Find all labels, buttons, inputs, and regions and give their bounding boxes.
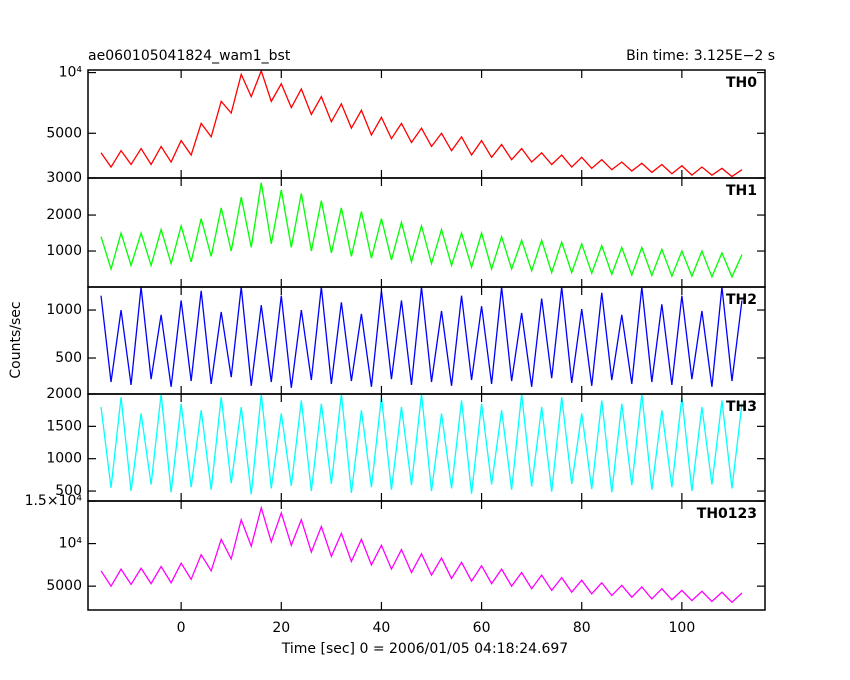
light-curve — [100, 70, 743, 178]
panel-label: TH0 — [726, 75, 757, 91]
y-tick-label: 2000 — [46, 386, 82, 402]
x-tick-label: 20 — [272, 620, 290, 636]
panel-label: TH2 — [726, 292, 757, 308]
light-curve — [100, 287, 743, 388]
x-tick-label: 100 — [669, 620, 696, 636]
bin-time: Bin time: 3.125E−2 s — [626, 48, 775, 64]
y-tick-label: 500 — [55, 483, 82, 499]
y-tick-label: 1000 — [46, 243, 82, 259]
y-tick-label: 5000 — [46, 578, 82, 594]
x-tick-label: 60 — [473, 620, 491, 636]
y-tick-label: 10⁴ — [59, 65, 83, 81]
light-curve — [100, 182, 743, 279]
panel-label: TH1 — [726, 183, 757, 199]
panel-label: TH3 — [726, 399, 757, 415]
x-tick-label: 80 — [573, 620, 591, 636]
y-tick-label: 1.5×10⁴ — [25, 493, 83, 509]
y-tick-label: 500 — [55, 350, 82, 366]
panel-frame — [87, 69, 766, 179]
y-tick-label: 2000 — [46, 207, 82, 223]
y-tick-label: 3000 — [46, 170, 82, 186]
chart-title: ae060105041824_wam1_bst — [88, 48, 291, 64]
y-tick-label: 1000 — [46, 451, 82, 467]
panel-label: TH0123 — [697, 506, 757, 522]
x-tick-label: 0 — [177, 620, 186, 636]
y-tick-label: 1000 — [46, 302, 82, 318]
panel-frame — [87, 177, 766, 288]
light-curve — [100, 505, 743, 604]
y-axis-label: Counts/sec — [8, 301, 24, 378]
y-tick-label: 5000 — [46, 125, 82, 141]
y-tick-label: 1500 — [46, 418, 82, 434]
x-axis-label: Time [sec] 0 = 2006/01/05 04:18:24.697 — [281, 641, 568, 657]
light-curve — [100, 394, 743, 495]
x-tick-label: 40 — [373, 620, 391, 636]
panel-frame — [87, 500, 766, 611]
y-tick-label: 10⁴ — [59, 536, 83, 552]
